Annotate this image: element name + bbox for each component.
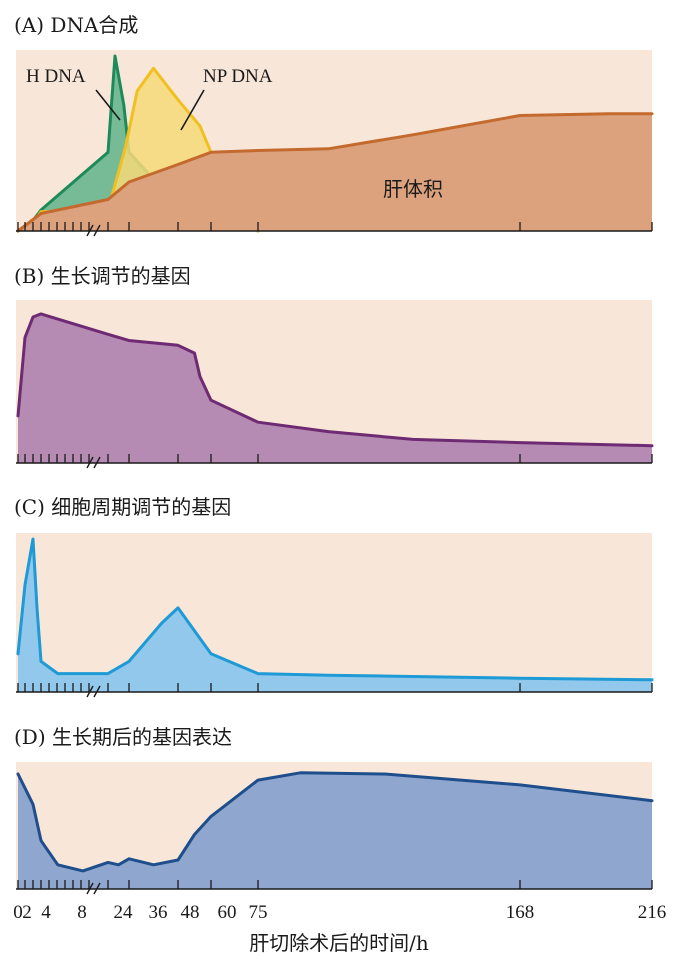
- x-tick-label: 168: [506, 902, 535, 923]
- x-axis-title: 肝切除术后的时间/h: [249, 931, 429, 955]
- panel-a: (A) DNA合成 H DNA NP DNA 肝体积: [14, 13, 654, 237]
- axis-break-mark: [86, 456, 94, 469]
- axis-break-mark: [93, 685, 101, 698]
- x-tick-label: 36: [149, 902, 168, 923]
- panel-d-series: [16, 771, 654, 889]
- panel-c-title: (C) 细胞周期调节的基因: [14, 495, 231, 519]
- panel-b-axis: [16, 454, 653, 469]
- panel-d-axis: [16, 880, 653, 895]
- panel-b-series: [16, 312, 654, 463]
- series-line-1-0: [16, 312, 654, 448]
- axis-break-mark: [93, 456, 101, 469]
- series-line-3-0: [16, 771, 654, 873]
- series-line-0-2: [16, 112, 654, 233]
- series-line-2-0: [16, 537, 654, 682]
- x-tick-label: 4: [41, 902, 51, 923]
- panel-a-axis: [16, 222, 653, 237]
- series-area-0-0: [18, 56, 258, 231]
- x-tick-label: 8: [77, 902, 87, 923]
- axis-break-mark: [93, 882, 101, 895]
- panel-b-title: (B) 生长调节的基因: [14, 264, 191, 288]
- x-tick-label: 24: [114, 902, 134, 923]
- x-tick-label: 216: [638, 902, 667, 923]
- panel-b: (B) 生长调节的基因: [14, 264, 654, 469]
- axis-break-mark: [86, 224, 94, 237]
- h-dna-label: H DNA: [26, 66, 86, 87]
- axis-break-mark: [86, 882, 94, 895]
- series-area-1-0: [18, 313, 652, 463]
- x-tick-label: 48: [181, 902, 200, 923]
- panel-a-title: (A) DNA合成: [14, 13, 138, 37]
- h-dna-leader-line: [95, 89, 121, 121]
- np-dna-label: NP DNA: [203, 66, 273, 87]
- panel-c-axis: [16, 683, 653, 698]
- liver-volume-label: 肝体积: [383, 177, 443, 201]
- panel-c-series: [16, 537, 654, 692]
- axis-break-mark: [86, 685, 94, 698]
- panel-d-title: (D) 生长期后的基因表达: [14, 725, 232, 749]
- x-tick-label: 75: [249, 902, 268, 923]
- series-area-0-2: [18, 113, 652, 231]
- panel-c: (C) 细胞周期调节的基因: [14, 495, 654, 698]
- x-tick-label: 2: [22, 902, 32, 923]
- series-area-3-0: [18, 772, 652, 889]
- series-area-2-0: [18, 539, 652, 692]
- panel-d: (D) 生长期后的基因表达: [14, 725, 654, 895]
- np-dna-leader-line: [180, 89, 205, 131]
- x-tick-label: 0: [13, 902, 23, 923]
- panel-a-series: [16, 54, 654, 233]
- x-tick-labels: 0 2 4 8 24 36 48 60 75 168 216: [13, 902, 666, 923]
- panel-c-background: [16, 533, 652, 692]
- axis-break-mark: [93, 224, 101, 237]
- x-tick-label: 60: [218, 902, 237, 923]
